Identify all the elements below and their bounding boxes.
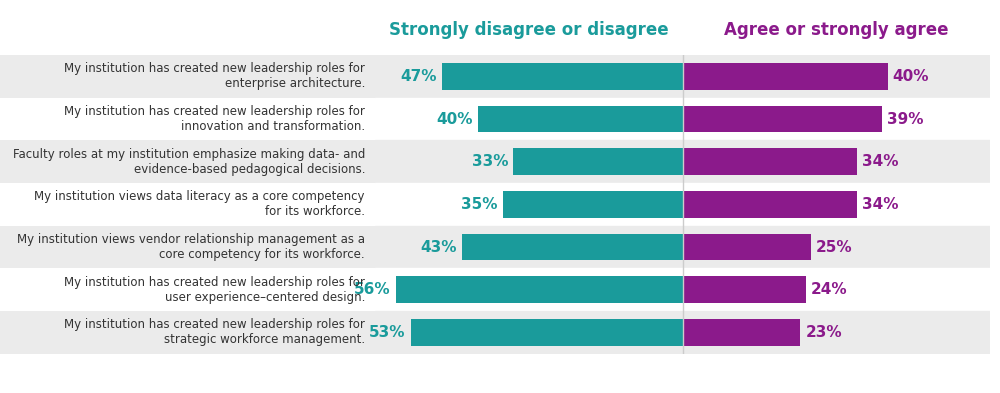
Bar [375, 140, 990, 183]
Bar [682, 106, 882, 132]
Bar [396, 276, 682, 303]
Text: My institution has created new leadership roles for
enterprise architecture.: My institution has created new leadershi… [64, 62, 365, 90]
Text: My institution views data literacy as a core competency
for its workforce.: My institution views data literacy as a … [34, 190, 365, 219]
Text: 39%: 39% [888, 112, 924, 127]
Text: Strongly disagree or disagree: Strongly disagree or disagree [389, 21, 669, 39]
Text: 33%: 33% [472, 154, 508, 169]
Bar [682, 149, 857, 175]
Bar [411, 319, 682, 345]
Text: Faculty roles at my institution emphasize making data- and
evidence-based pedago: Faculty roles at my institution emphasiz… [13, 148, 365, 176]
Text: My institution views vendor relationship management as a
core competency for its: My institution views vendor relationship… [17, 233, 365, 261]
Bar [375, 268, 990, 311]
Text: Agree or strongly agree: Agree or strongly agree [724, 21, 948, 39]
Text: 47%: 47% [400, 69, 436, 84]
Text: My institution has created new leadership roles for
innovation and transformatio: My institution has created new leadershi… [64, 105, 365, 133]
Bar [442, 63, 682, 90]
Bar [682, 191, 857, 218]
Bar [682, 319, 800, 345]
Text: My institution has created new leadership roles for
user experience–centered des: My institution has created new leadershi… [64, 276, 365, 304]
Bar [478, 106, 682, 132]
Text: 35%: 35% [462, 197, 498, 212]
Text: 43%: 43% [420, 239, 457, 255]
Text: 56%: 56% [354, 282, 390, 297]
Bar [462, 234, 682, 260]
Bar [513, 149, 682, 175]
Bar [375, 183, 990, 226]
Bar [375, 311, 990, 354]
Bar [682, 234, 811, 260]
Bar [682, 63, 888, 90]
Text: 25%: 25% [816, 239, 852, 255]
Text: 34%: 34% [862, 154, 898, 169]
Text: My institution has created new leadership roles for
strategic workforce manageme: My institution has created new leadershi… [64, 318, 365, 346]
Bar [682, 276, 806, 303]
Text: 24%: 24% [811, 282, 847, 297]
Text: 40%: 40% [436, 112, 472, 127]
Text: 34%: 34% [862, 197, 898, 212]
Text: 53%: 53% [369, 325, 406, 340]
Text: 23%: 23% [806, 325, 842, 340]
Text: 40%: 40% [893, 69, 929, 84]
Bar [503, 191, 682, 218]
Bar [375, 55, 990, 98]
Bar [375, 226, 990, 268]
Bar [375, 98, 990, 140]
